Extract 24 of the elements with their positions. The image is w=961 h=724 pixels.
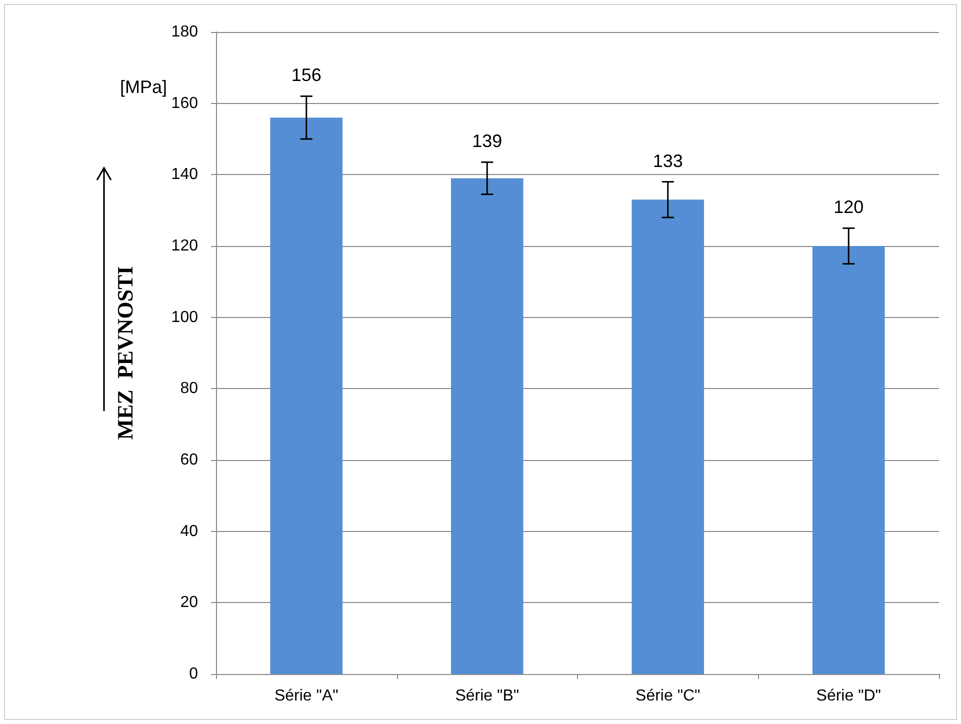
bar [812,246,885,674]
y-axis-title: MEZ PEVNOSTI [112,266,138,440]
y-tick-label: 140 [171,166,198,184]
x-tick-label: Série "D" [816,688,881,704]
y-tick-label: 160 [171,94,198,112]
y-tick-label: 80 [180,380,198,398]
y-tick-label: 0 [189,666,198,682]
data-label: 156 [291,65,322,86]
data-label: 133 [652,150,683,171]
text: [MPa] [120,77,168,97]
data-label: 120 [834,197,864,218]
bar [632,200,704,674]
x-tick-label: Série "A" [274,688,338,704]
y-tick-label: 180 [171,24,198,40]
x-tick-label: Série "C" [636,688,700,704]
y-tick-label: 60 [180,452,198,468]
y-tick-label: 120 [171,238,198,254]
x-tick-label: Série "B" [455,688,520,704]
y-tick-label: 20 [180,594,198,612]
data-label: 139 [472,131,502,152]
y-tick-label: 100 [171,308,198,326]
bar [450,178,524,674]
y-tick-label: 40 [180,522,198,540]
bar [270,118,343,674]
